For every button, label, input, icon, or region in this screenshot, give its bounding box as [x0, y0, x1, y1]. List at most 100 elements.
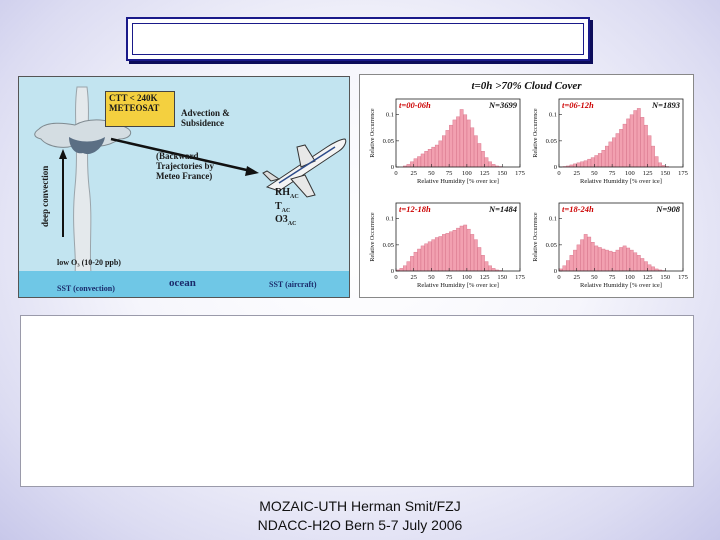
y-tick-label: 0.05	[546, 138, 557, 145]
histogram-bar	[587, 158, 592, 168]
x-tick-label: 175	[515, 274, 525, 281]
x-tick-label: 100	[462, 170, 472, 177]
histogram-bar	[640, 258, 645, 272]
histogram-bar	[463, 224, 468, 272]
histogram-bar	[626, 247, 631, 272]
histogram-bar	[417, 156, 422, 168]
histogram-bar	[583, 234, 588, 272]
ocean-strip	[19, 271, 349, 297]
histogram-bar	[612, 251, 616, 272]
slide-title-inner-frame	[132, 23, 584, 55]
x-tick-label: 100	[625, 170, 635, 177]
histogram-bar	[629, 249, 634, 272]
x-tick-label: 25	[410, 170, 417, 177]
slide-footer: MOZAIC-UTH Herman Smit/FZJ NDACC-H2O Ber…	[0, 497, 720, 535]
cloud-anvil-shadow	[69, 137, 105, 155]
histogram-bar	[452, 119, 457, 168]
deep-convection-label: deep convection	[40, 165, 50, 227]
histogram-bar	[644, 261, 648, 272]
histogram-bar	[622, 245, 627, 272]
panel-sample-count: N=1893	[651, 100, 681, 110]
histogram-bar	[424, 243, 429, 272]
histogram-bar	[434, 237, 439, 272]
x-tick-label: 25	[410, 274, 417, 281]
x-axis-label: Relative Humidity [% over ice]	[580, 282, 662, 289]
histogram-bar	[466, 228, 471, 272]
histogram-bar	[413, 158, 418, 168]
rh-ac-label: RHAC	[275, 187, 299, 200]
x-tick-label: 150	[497, 170, 507, 177]
histogram-bar	[619, 129, 623, 168]
histogram-bar	[449, 124, 453, 168]
histogram-panel: 0 25 50 75 100 125 150 175 0 0.05 0.1 Relative Humi…	[366, 91, 526, 195]
x-tick-label: 75	[446, 274, 453, 281]
histogram-bar	[438, 140, 443, 168]
x-tick-label: 75	[446, 170, 453, 177]
trajectory-arrow-head	[245, 166, 259, 176]
plot-frame	[395, 202, 521, 272]
histogram-bar	[459, 109, 464, 168]
histogram-bar	[608, 250, 613, 272]
x-tick-label: 175	[678, 170, 688, 177]
convection-diagram: CTT < 240K METEOSAT Advection & Subsiden…	[18, 76, 350, 298]
histogram-bar	[597, 247, 602, 272]
panel-time-label: t=18-24h	[562, 204, 594, 214]
x-tick-label: 0	[557, 274, 560, 281]
histogram-bar	[481, 151, 485, 168]
histogram-bar	[431, 146, 436, 168]
low-o3-label: low O₃ (10-20 ppb)	[57, 258, 121, 267]
histogram-bar	[654, 156, 659, 168]
histogram-bar	[633, 110, 638, 168]
histogram-bar	[580, 239, 585, 272]
content-text-box	[20, 315, 694, 487]
plot-frame	[558, 98, 684, 168]
histogram-bar	[658, 162, 662, 168]
histogram-bar	[473, 135, 478, 168]
histogram-svg: 0 25 50 75 100 125 150 175 0 0.05 0.1 Relative Humi…	[370, 202, 525, 289]
x-tick-label: 75	[609, 274, 616, 281]
histogram-bar	[622, 123, 627, 168]
histogram-bar	[449, 231, 453, 272]
x-tick-label: 25	[573, 170, 580, 177]
histogram-bar	[427, 241, 432, 272]
footer-line-2: NDACC-H2O Bern 5-7 July 2006	[257, 517, 463, 533]
o3-ac-label: O3AC	[275, 214, 297, 228]
x-tick-label: 75	[609, 170, 616, 177]
x-tick-label: 50	[591, 274, 598, 281]
x-tick-label: 0	[394, 274, 397, 281]
histogram-bar	[463, 114, 468, 168]
x-tick-label: 25	[573, 274, 580, 281]
histogram-bar	[413, 251, 418, 272]
histogram-bar	[470, 234, 475, 272]
histogram-bar	[590, 157, 595, 168]
histogram-bar	[583, 160, 588, 168]
histogram-bar	[410, 256, 414, 272]
advection-label: Advection & Subsidence	[181, 108, 230, 128]
histogram-bar	[608, 141, 613, 168]
histogram-bar	[636, 108, 641, 168]
histogram-bar	[562, 265, 567, 272]
histogram-bar	[434, 144, 439, 168]
slide-title-box	[126, 17, 590, 61]
histogram-bar	[459, 225, 464, 272]
histogram-bar	[651, 145, 655, 168]
x-tick-label: 125	[480, 274, 490, 281]
histogram-svg: 0 25 50 75 100 125 150 175 0 0.05 0.1 Relative Humi…	[370, 98, 525, 185]
histogram-bar	[566, 260, 570, 272]
trajectory-arrow-line	[110, 137, 252, 173]
y-tick-label: 0.05	[383, 138, 394, 145]
sst-aircraft-label: SST (aircraft)	[269, 280, 317, 289]
histogram-bar	[456, 116, 460, 168]
x-tick-label: 50	[428, 274, 435, 281]
histogram-bar	[424, 151, 429, 168]
aircraft-measurements-label: RHAC TAC O3AC	[275, 187, 299, 228]
trajectories-label: (Backward Trajectories by Meteo France)	[156, 151, 215, 181]
x-tick-label: 0	[557, 170, 560, 177]
histogram-svg: 0 25 50 75 100 125 150 175 0 0.05 0.1 Relative Humi…	[533, 202, 688, 289]
x-axis-label: Relative Humidity [% over ice]	[417, 282, 499, 289]
x-tick-label: 125	[480, 170, 490, 177]
histogram-bar	[410, 161, 414, 168]
histogram-bar	[488, 161, 492, 168]
plot-frame	[558, 202, 684, 272]
convection-arrow-head	[59, 149, 67, 159]
